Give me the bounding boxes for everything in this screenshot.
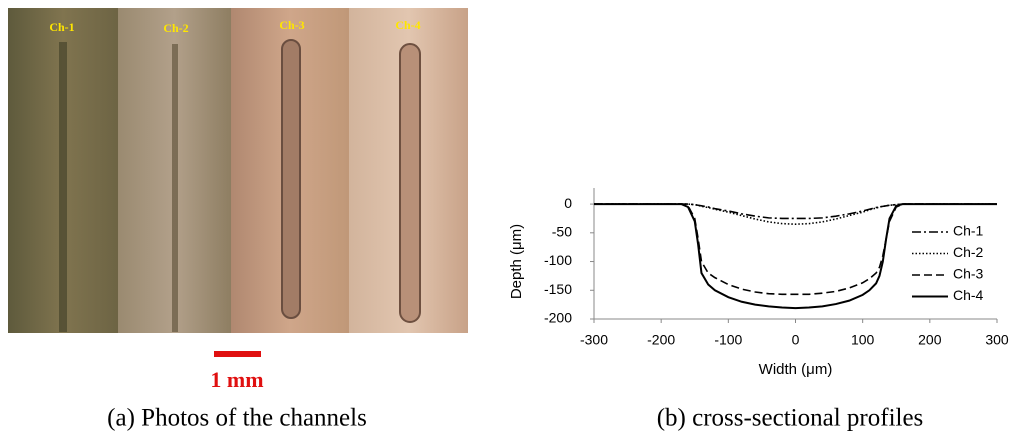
line-series [594, 203, 997, 296]
y-tick-label: -150 [544, 281, 572, 297]
channel [399, 43, 421, 323]
legend-label: Ch-1 [953, 223, 984, 239]
channel [281, 39, 301, 319]
y-tick-label: -200 [544, 310, 572, 326]
x-tick-label: 0 [792, 332, 800, 348]
x-tick-label: -200 [647, 332, 675, 348]
channel [59, 42, 67, 332]
line-series [594, 203, 997, 310]
y-tick-label: -50 [552, 224, 572, 240]
photos: Ch-1 Ch-2 Ch-3 Ch-4 1 mm (a) Photos of t… [8, 8, 468, 432]
channel [172, 44, 178, 332]
scale-label: 1 mm [210, 367, 263, 392]
y-tick-label: 0 [564, 195, 572, 211]
line-series [594, 203, 997, 220]
x-tick-label: 300 [985, 332, 1009, 348]
scale-bar [214, 351, 261, 357]
y-axis-label: Depth (μm) [508, 224, 525, 299]
photo-label: Ch-3 [279, 18, 304, 32]
chart: 0 -50 -100 -150 -200 -300 -200 -100 0 100 200 300 Wi… [508, 188, 1009, 378]
legend-label: Ch-2 [953, 244, 984, 260]
x-tick-label: -300 [580, 332, 608, 348]
photo-label: Ch-1 [49, 20, 74, 34]
y-tick-label: -100 [544, 252, 572, 268]
legend-label: Ch-3 [953, 266, 984, 282]
x-tick-label: 200 [918, 332, 942, 348]
caption: (a) Photos of the channels [107, 405, 367, 432]
legend-label: Ch-4 [953, 287, 984, 303]
photo-label: Ch-4 [395, 18, 420, 32]
x-axis-label: Width (μm) [759, 361, 833, 378]
line-series [594, 203, 997, 225]
caption: (b) cross-sectional profiles [657, 405, 924, 432]
x-tick-label: -100 [714, 332, 742, 348]
x-tick-label: 100 [851, 332, 875, 348]
photo-label: Ch-2 [163, 21, 188, 35]
